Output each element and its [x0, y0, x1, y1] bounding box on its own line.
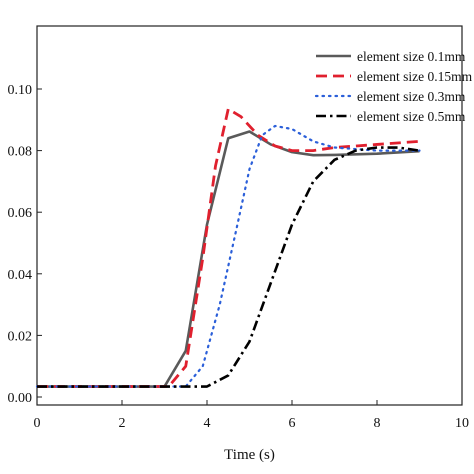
legend-label-2: element size 0.15mm: [357, 69, 473, 84]
x-tick-label: 6: [289, 416, 296, 431]
x-tick-label: 2: [119, 416, 126, 431]
y-tick-label: 0.04: [8, 268, 33, 283]
x-tick-label: 10: [455, 416, 469, 431]
y-tick-label: 0.00: [8, 391, 33, 406]
x-tick-label: 4: [204, 416, 211, 431]
legend-label-3: element size 0.3mm: [357, 89, 466, 104]
legend: element size 0.1mm element size 0.15mm ele…: [314, 49, 473, 124]
y-tick-label: 0.06: [8, 206, 33, 221]
series-line-4: [37, 146, 420, 388]
y-tick-label: 0.08: [8, 145, 33, 160]
legend-label-1: element size 0.1mm: [357, 49, 466, 64]
y-tick-label: 0.10: [8, 83, 33, 98]
series-line-3: [35, 124, 421, 388]
x-axis-title: Time (s): [224, 447, 275, 463]
series-line-2: [37, 107, 420, 388]
x-tick-label: 0: [34, 416, 41, 431]
legend-label-4: element size 0.5mm: [357, 109, 466, 124]
axis-ticks: 0 2 4 6 8 10 0.00 0.02 0.04 0.06 0.08 0.10: [8, 83, 470, 431]
series-lines: [35, 107, 421, 388]
y-tick-label: 0.02: [8, 329, 33, 344]
x-tick-label: 8: [374, 416, 381, 431]
